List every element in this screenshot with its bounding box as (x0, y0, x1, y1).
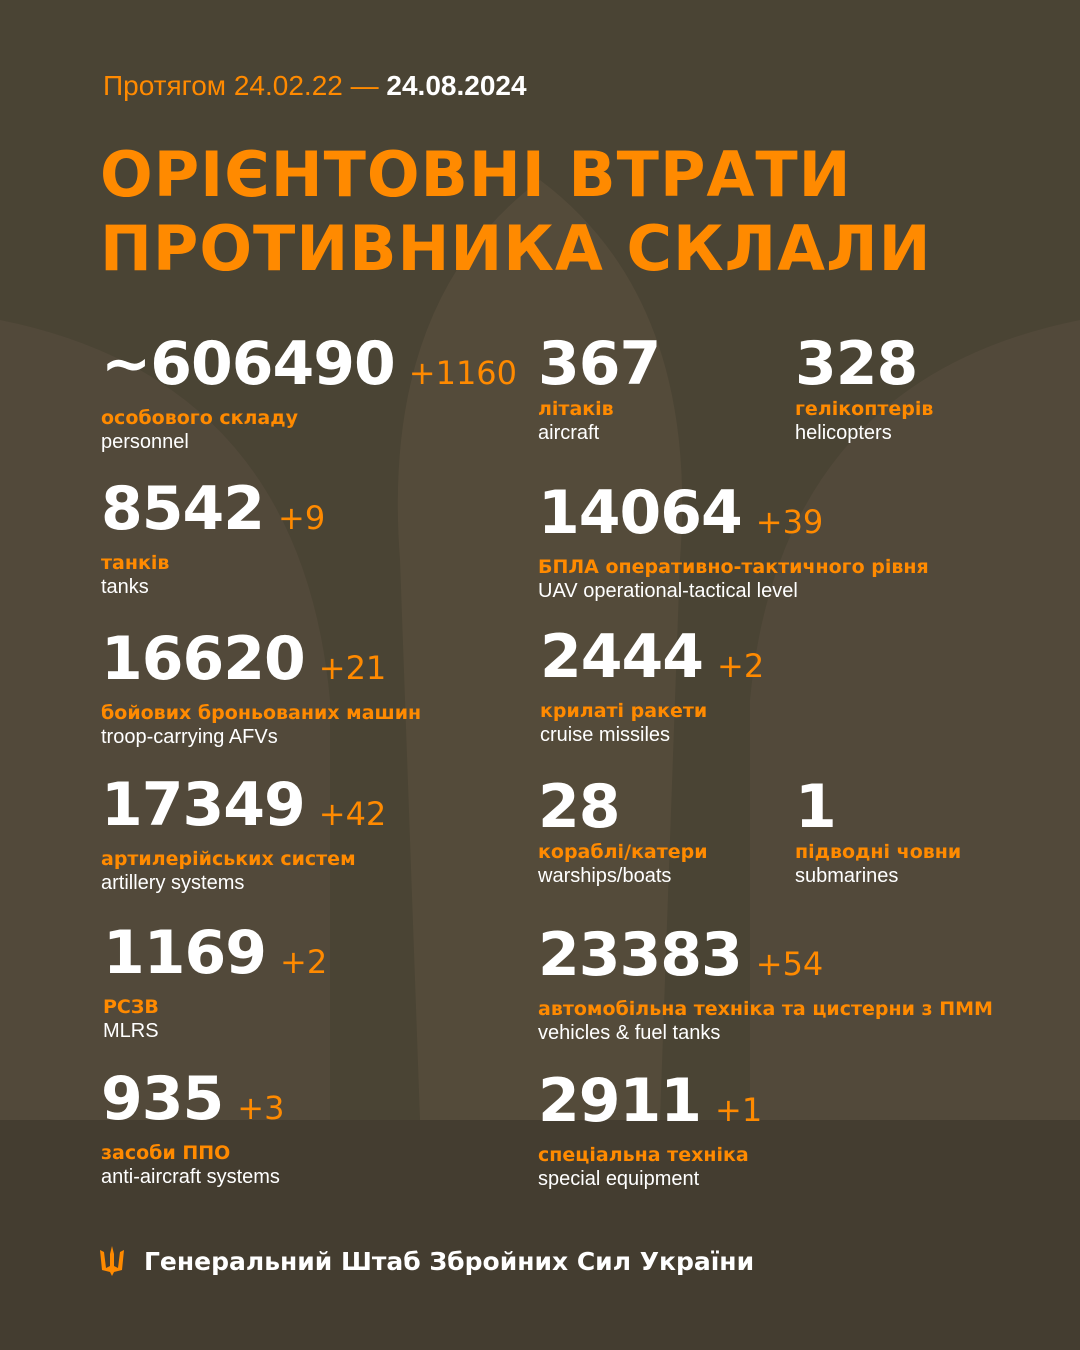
stat-number: 14064 (538, 478, 743, 548)
stat-vehicles-fuel-tanks: 23383 +54 автомобільна техніка та цистерн… (538, 924, 993, 1046)
stat-cruise-missiles: 2444 +2 крилаті ракети cruise missiles (540, 626, 764, 748)
stat-label-uk: літаків (538, 398, 614, 420)
stat-personnel: ~606490 +1160 особового складу personnel (101, 333, 517, 455)
stat-number: 2444 (540, 622, 704, 692)
stat-label-uk: бойових броньованих машин (101, 702, 422, 724)
title-line-2: ПРОТИВНИКА СКЛАЛИ (100, 212, 932, 285)
stat-delta: +2 (280, 943, 328, 981)
stat-label-en: warships/boats (538, 865, 672, 887)
stat-delta: +42 (318, 795, 387, 833)
stat-value: 28 (538, 776, 708, 838)
stat-number: 935 (101, 1064, 224, 1134)
stat-submarines: 1 підводні човни submarines (795, 776, 961, 889)
stat-label-en: special equipment (538, 1168, 700, 1190)
stat-label-en: helicopters (795, 422, 892, 444)
stat-warships-boats: 28 кораблі/катери warships/boats (538, 776, 708, 889)
title-line-1: ОРІЄНТОВНІ ВТРАТИ (100, 138, 852, 211)
stat-number: 23383 (538, 920, 743, 990)
stat-label-uk: кораблі/катери (538, 841, 708, 863)
stat-delta: +1 (715, 1091, 763, 1129)
stat-value: 14064 +39 (538, 482, 929, 553)
page-title: ОРІЄНТОВНІ ВТРАТИ ПРОТИВНИКА СКЛАЛИ (100, 138, 932, 286)
stat-troop-carrying-afvs: 16620 +21 бойових броньованих машин troop… (101, 628, 421, 750)
stat-label-uk: РСЗВ (103, 996, 159, 1018)
stat-label-en: submarines (795, 865, 899, 887)
stat-value: ~606490 +1160 (101, 333, 517, 404)
stat-value: 367 (538, 333, 661, 395)
stat-value: 2444 +2 (540, 626, 764, 697)
stat-mlrs: 1169 +2 РСЗВ MLRS (103, 922, 327, 1044)
stat-value: 328 (795, 333, 933, 395)
stat-value: 1 (795, 776, 961, 838)
stat-label-uk: особового складу (101, 407, 298, 429)
stat-value: 23383 +54 (538, 924, 993, 995)
stat-label-en: aircraft (538, 422, 600, 444)
stat-number: 16620 (101, 624, 306, 694)
stat-label-en: UAV operational-tactical level (538, 580, 798, 602)
stat-label-uk: БПЛА оперативно-тактичного рівня (538, 556, 929, 578)
stat-label-en: personnel (101, 431, 189, 453)
period-start: Протягом 24.02.22 — (103, 70, 379, 101)
stat-number: 8542 (101, 474, 265, 544)
stat-number: 1 (795, 772, 837, 842)
stat-artillery-systems: 17349 +42 артилерійських систем artillery… (101, 774, 386, 896)
stat-label-en: artillery systems (101, 872, 245, 894)
stat-value: 8542 +9 (101, 478, 325, 549)
stat-delta: +21 (318, 649, 387, 687)
stat-label-uk: танків (101, 552, 170, 574)
stat-value: 16620 +21 (101, 628, 421, 699)
stat-value: 2911 +1 (538, 1070, 762, 1141)
stat-label-en: cruise missiles (540, 724, 671, 746)
stat-number: 1169 (103, 918, 267, 988)
stat-label-uk: спеціальна техніка (538, 1144, 749, 1166)
stat-label-uk: гелікоптерів (795, 398, 934, 420)
stat-delta: +9 (278, 499, 326, 537)
stat-value: 935 +3 (101, 1068, 284, 1139)
stat-label-en: troop-carrying AFVs (101, 726, 278, 748)
stat-number: ~606490 (101, 329, 396, 399)
stat-label-uk: засоби ППО (101, 1142, 231, 1164)
stat-value: 1169 +2 (103, 922, 327, 993)
stat-tanks: 8542 +9 танків tanks (101, 478, 325, 600)
footer-org: Генеральний Штаб Збройних Сил України (144, 1246, 755, 1276)
stat-label-uk: автомобільна техніка та цистерни з ПММ (538, 998, 993, 1020)
stat-helicopters: 328 гелікоптерів helicopters (795, 333, 933, 446)
stat-delta: +1160 (408, 354, 518, 392)
stat-label-uk: артилерійських систем (101, 848, 356, 870)
stat-label-en: vehicles & fuel tanks (538, 1022, 721, 1044)
stat-special-equipment: 2911 +1 спеціальна техніка special equipm… (538, 1070, 762, 1192)
stat-value: 17349 +42 (101, 774, 386, 845)
stat-delta: +2 (717, 647, 765, 685)
period-subtitle: Протягом 24.02.22 — 24.08.2024 (103, 70, 527, 102)
stat-delta: +39 (755, 503, 824, 541)
trident-icon (100, 1246, 124, 1276)
footer: Генеральний Штаб Збройних Сил України (100, 1246, 754, 1276)
stat-number: 367 (538, 329, 661, 399)
stat-aircraft: 367 літаків aircraft (538, 333, 661, 446)
stat-uav-operational-tactical-level: 14064 +39 БПЛА оперативно-тактичного рівн… (538, 482, 929, 604)
stat-number: 17349 (101, 770, 306, 840)
stat-label-en: tanks (101, 576, 149, 598)
stat-number: 2911 (538, 1066, 702, 1136)
stat-delta: +54 (755, 945, 824, 983)
stat-label-uk: підводні човни (795, 841, 962, 863)
stat-number: 28 (538, 772, 620, 842)
stat-anti-aircraft-systems: 935 +3 засоби ППО anti-aircraft systems (101, 1068, 284, 1190)
stat-label-uk: крилаті ракети (540, 700, 708, 722)
stat-delta: +3 (237, 1089, 285, 1127)
stat-number: 328 (795, 329, 918, 399)
stat-label-en: anti-aircraft systems (101, 1166, 280, 1188)
stat-label-en: MLRS (103, 1020, 159, 1042)
period-end: 24.08.2024 (386, 70, 527, 101)
